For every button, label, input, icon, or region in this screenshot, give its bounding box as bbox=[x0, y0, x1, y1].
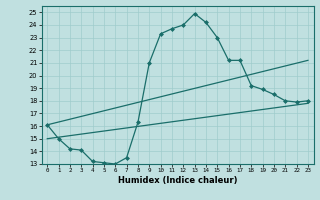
X-axis label: Humidex (Indice chaleur): Humidex (Indice chaleur) bbox=[118, 176, 237, 185]
